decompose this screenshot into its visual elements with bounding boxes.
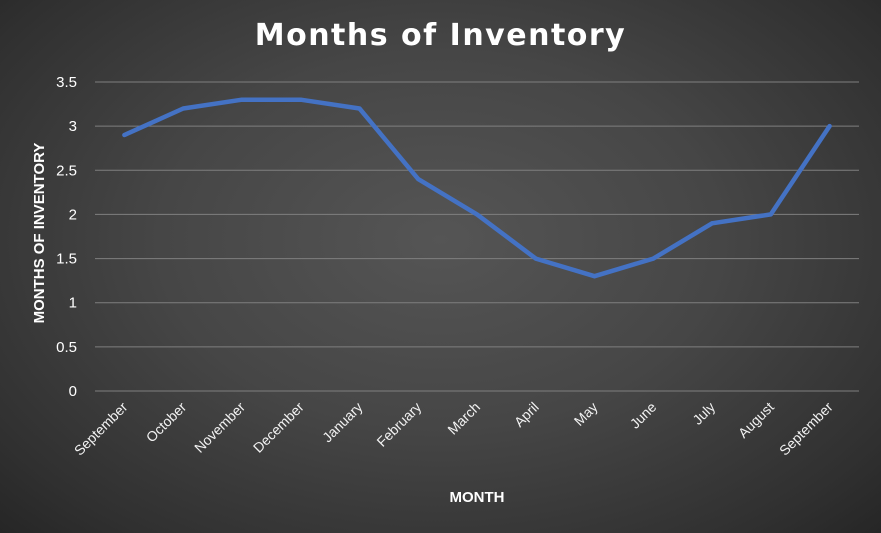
data-point — [710, 221, 715, 226]
x-tick-label: July — [689, 399, 718, 428]
y-tick-label: 2 — [69, 206, 77, 223]
data-point — [533, 256, 538, 261]
data-point — [181, 106, 186, 111]
chart-title: Months of Inventory — [254, 18, 627, 53]
data-point — [827, 124, 832, 129]
data-point — [768, 212, 773, 217]
x-tick-label: August — [735, 399, 777, 441]
data-point — [592, 274, 597, 279]
x-tick-label: June — [627, 399, 660, 432]
data-point — [416, 177, 421, 182]
x-tick-label: April — [511, 399, 542, 430]
y-tick-label: 0.5 — [56, 339, 77, 356]
data-point — [298, 97, 303, 102]
data-point — [239, 97, 244, 102]
x-tick-labels: September October November December January F… — [71, 399, 836, 459]
x-tick-label: November — [191, 399, 248, 456]
data-point — [475, 212, 479, 217]
x-tick-label: December — [250, 399, 307, 456]
x-tick-label: September — [776, 399, 836, 459]
series-group — [122, 97, 832, 279]
x-tick-label: March — [444, 399, 483, 438]
x-tick-label: October — [143, 399, 190, 446]
x-tick-label: January — [319, 399, 366, 446]
x-axis-label: MONTH — [450, 489, 505, 506]
x-tick-label: May — [571, 399, 601, 429]
y-axis-label: MONTHS OF INVENTORY — [31, 143, 48, 324]
y-tick-label: 3.5 — [56, 74, 77, 91]
data-point — [357, 106, 362, 111]
y-tick-label: 3 — [69, 118, 77, 135]
y-tick-label: 1 — [69, 295, 77, 312]
x-tick-label: September — [71, 399, 131, 459]
gridlines — [95, 81, 859, 392]
data-point — [122, 132, 127, 137]
y-tick-labels: 0 0.5 1 1.5 2 2.5 3 3.5 — [56, 74, 77, 400]
data-point — [651, 256, 656, 261]
x-tick-label: February — [373, 399, 424, 450]
y-tick-label: 0 — [69, 383, 77, 400]
y-tick-label: 2.5 — [56, 162, 77, 179]
y-tick-label: 1.5 — [56, 251, 77, 268]
